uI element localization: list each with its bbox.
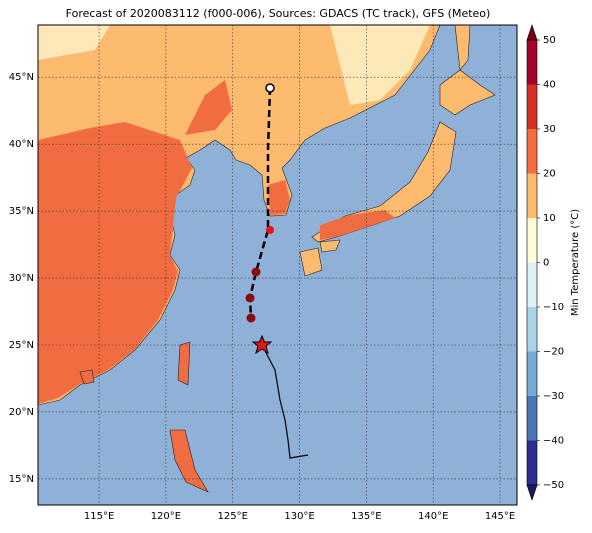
x-tick-label: 140°E xyxy=(418,511,448,522)
warm-region-ne xyxy=(185,80,232,135)
colorbar-tick-label: 50 xyxy=(543,35,556,46)
colorbar-tick-label: 30 xyxy=(543,124,556,135)
y-tick-label: 20°N xyxy=(9,407,34,418)
colorbar-bin xyxy=(527,262,537,307)
y-tick-label: 15°N xyxy=(9,474,34,485)
colorbar-tick-label: 20 xyxy=(543,169,556,180)
taiwan xyxy=(177,341,191,386)
map-frame xyxy=(37,24,518,506)
colorbar-under xyxy=(526,484,538,501)
colorbar-tick-label: −10 xyxy=(543,302,564,313)
cyclone-icon xyxy=(245,293,255,303)
track-observed xyxy=(261,344,309,459)
colorbar-bin xyxy=(527,173,537,218)
colorbar-tick-label: 40 xyxy=(543,80,556,91)
japan xyxy=(299,121,457,277)
hainan xyxy=(79,369,95,385)
colorbar-bin xyxy=(527,307,537,352)
colorbar-bin xyxy=(527,396,537,441)
cyclone-icon xyxy=(251,267,261,277)
x-tick-label: 145°E xyxy=(485,511,515,522)
graticule xyxy=(38,25,517,505)
x-tick-label: 130°E xyxy=(284,511,314,522)
colorbar-bin xyxy=(527,84,537,129)
colorbar-tick-label: −40 xyxy=(543,436,564,447)
cool-region xyxy=(38,25,430,105)
colorbar-over xyxy=(526,24,538,41)
cyclone-icon xyxy=(266,226,274,234)
colorbar-tick-label: 10 xyxy=(543,213,556,224)
luzon xyxy=(169,429,209,493)
y-tick-label: 35°N xyxy=(9,206,34,217)
colorbar-bin xyxy=(527,351,537,396)
colorbar-tick-label: 0 xyxy=(543,258,549,269)
y-tick-label: 30°N xyxy=(9,273,34,284)
x-tick-label: 135°E xyxy=(351,511,381,522)
warm-region-korea xyxy=(268,180,290,215)
x-tick-label: 125°E xyxy=(218,511,248,522)
colorbar-label: Min Temperature (°C) xyxy=(570,209,581,316)
cyclone-icon xyxy=(246,313,256,323)
colorbar-tick-label: −20 xyxy=(543,347,564,358)
colorbar-bin xyxy=(527,440,537,485)
colorbar-tick-label: −50 xyxy=(543,480,564,491)
map xyxy=(38,25,517,505)
x-tick-label: 120°E xyxy=(151,511,181,522)
y-tick-label: 45°N xyxy=(9,72,34,83)
colorbar-bin xyxy=(527,40,537,85)
x-tick-label: 115°E xyxy=(84,511,114,522)
colorbar-tick-label: −30 xyxy=(543,391,564,402)
y-tick-label: 25°N xyxy=(9,340,34,351)
colorbar-bin xyxy=(527,218,537,263)
japan-warm xyxy=(320,210,395,240)
y-tick-label: 40°N xyxy=(9,139,34,150)
colorbar-bin xyxy=(527,129,537,174)
current-position xyxy=(251,334,273,355)
title: Forecast of 2020083112 (f000-006), Sourc… xyxy=(66,7,491,20)
cyclone-icon xyxy=(265,83,275,93)
warm-region xyxy=(38,122,192,404)
hokkaido xyxy=(439,25,496,116)
